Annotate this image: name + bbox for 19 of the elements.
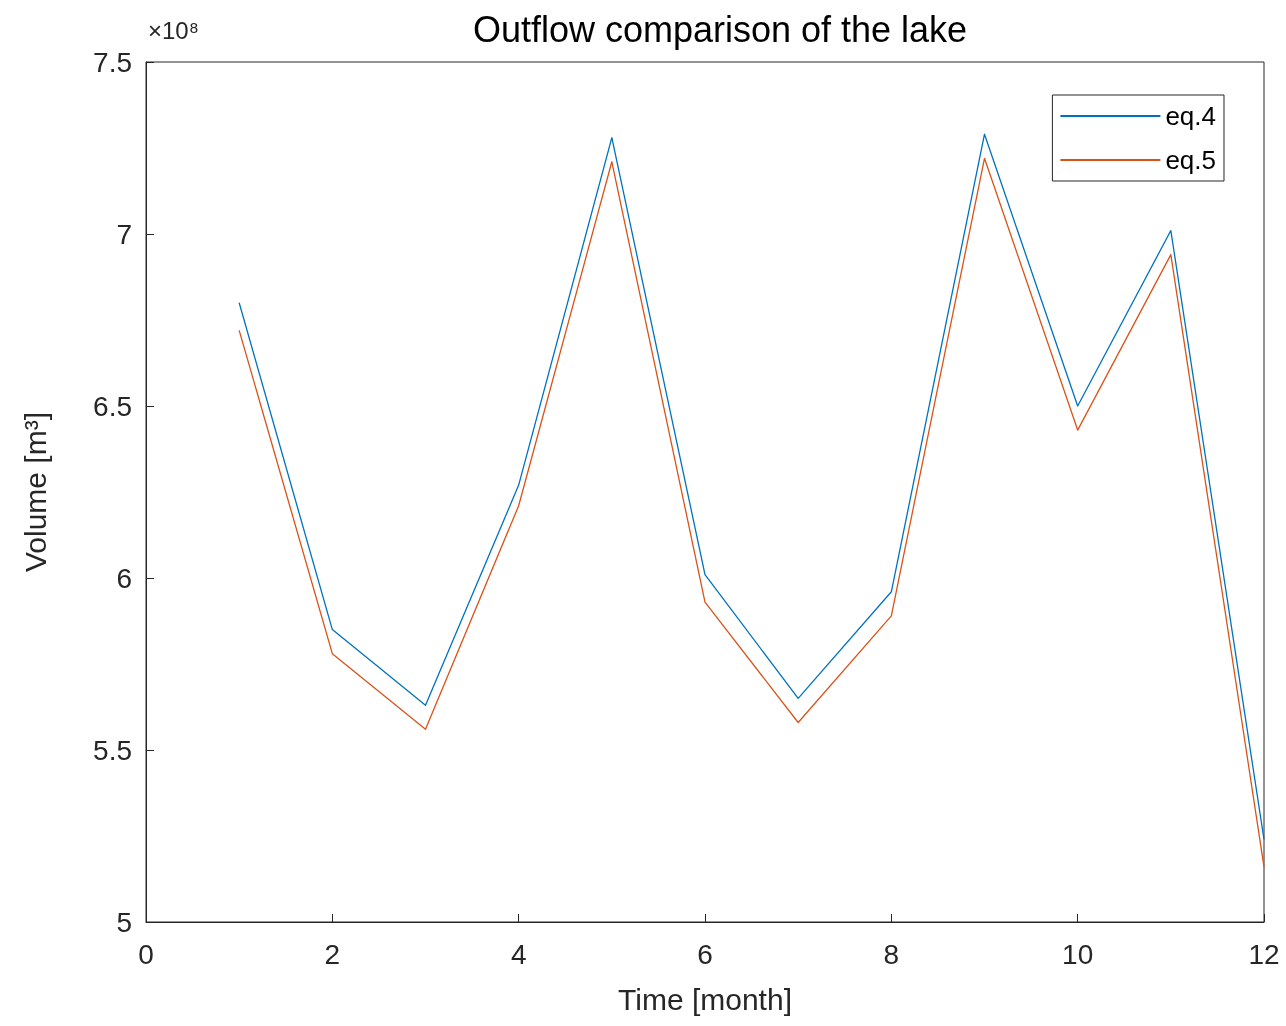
y-tick-label: 7.5 [93, 46, 132, 78]
legend-label: eq.4 [1165, 101, 1217, 131]
text: ×10⁸ [148, 16, 199, 44]
y-tick-label: 7 [116, 218, 132, 250]
y-tick-label: 6 [116, 562, 132, 594]
x-tick-label: 12 [1248, 938, 1280, 970]
y-tick-label: 5.5 [93, 734, 132, 766]
y-tick-label: 5 [116, 906, 132, 938]
x-tick-label: 0 [138, 938, 154, 970]
x-tick-label: 4 [510, 938, 527, 970]
x-tick-label: 6 [697, 938, 713, 970]
chart-title: Outflow comparison of the lake [472, 8, 968, 50]
x-tick-label: 10 [1062, 938, 1094, 970]
y-axis-title: Volume [m³] [18, 411, 52, 573]
x-axis-title: Time [month] [618, 982, 792, 1016]
legend-label: eq.5 [1165, 145, 1217, 175]
y-tick-label: 6.5 [93, 390, 132, 422]
x-tick-label: 8 [883, 938, 900, 970]
x-tick-label: 2 [324, 938, 341, 970]
